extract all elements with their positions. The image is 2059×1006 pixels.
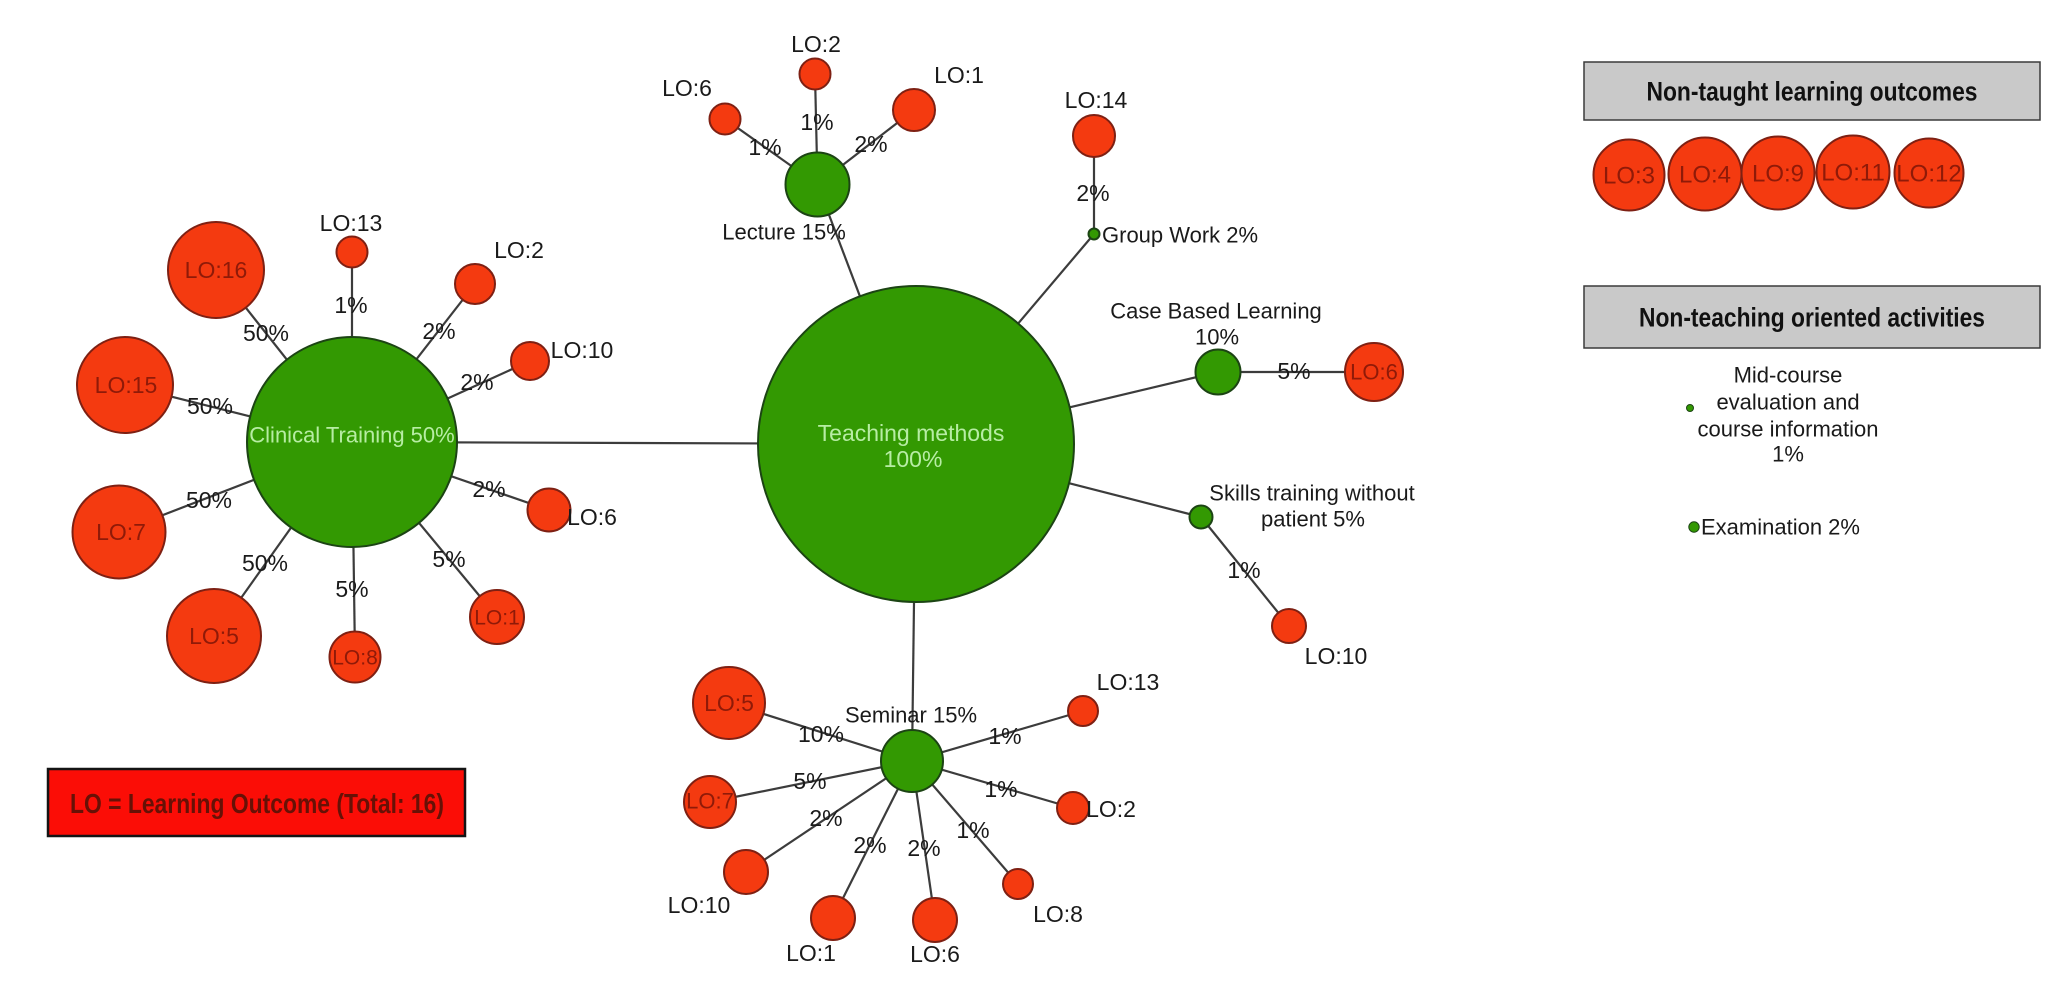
svg-text:LO:6: LO:6 [910, 941, 960, 967]
svg-text:5%: 5% [335, 576, 368, 602]
svg-text:2%: 2% [853, 832, 886, 858]
svg-text:LO:10: LO:10 [668, 892, 731, 918]
svg-text:5%: 5% [432, 546, 465, 572]
svg-text:LO:16: LO:16 [185, 257, 248, 283]
svg-text:evaluation and: evaluation and [1716, 390, 1859, 415]
svg-text:2%: 2% [472, 476, 505, 502]
svg-text:10%: 10% [798, 721, 844, 747]
svg-text:10%: 10% [1195, 325, 1239, 350]
svg-text:LO:5: LO:5 [189, 623, 239, 649]
svg-text:LO:11: LO:11 [1821, 159, 1885, 186]
svg-text:Examination 2%: Examination 2% [1701, 515, 1860, 540]
svg-text:LO:13: LO:13 [320, 210, 383, 236]
svg-text:LO:6: LO:6 [662, 75, 712, 101]
svg-text:2%: 2% [854, 131, 887, 157]
svg-text:LO:13: LO:13 [1097, 669, 1160, 695]
svg-text:LO:6: LO:6 [1350, 360, 1398, 385]
svg-text:LO:7: LO:7 [686, 789, 734, 814]
svg-text:2%: 2% [460, 369, 493, 395]
svg-text:course information: course information [1698, 417, 1879, 442]
svg-text:50%: 50% [243, 320, 289, 346]
svg-text:100%: 100% [884, 446, 943, 472]
svg-text:LO:2: LO:2 [1086, 796, 1136, 822]
svg-text:LO:14: LO:14 [1065, 87, 1128, 113]
svg-text:LO:6: LO:6 [567, 504, 617, 530]
svg-text:1%: 1% [334, 292, 367, 318]
svg-text:1%: 1% [956, 817, 989, 843]
svg-text:LO:10: LO:10 [1305, 643, 1368, 669]
svg-text:LO = Learning Outcome (Total:: LO = Learning Outcome (Total: 16) [70, 788, 444, 819]
svg-text:Clinical Training 50%: Clinical Training 50% [249, 423, 454, 448]
svg-text:LO:5: LO:5 [704, 690, 754, 716]
svg-text:2%: 2% [907, 835, 940, 861]
svg-text:50%: 50% [242, 550, 288, 576]
svg-text:Case Based Learning: Case Based Learning [1110, 299, 1322, 324]
svg-text:LO:2: LO:2 [494, 237, 544, 263]
svg-text:LO:15: LO:15 [95, 372, 158, 398]
svg-text:Group Work 2%: Group Work 2% [1102, 223, 1258, 248]
svg-text:1%: 1% [1227, 557, 1260, 583]
svg-text:50%: 50% [187, 393, 233, 419]
svg-text:LO:9: LO:9 [1752, 160, 1804, 187]
svg-text:LO:4: LO:4 [1679, 161, 1731, 188]
svg-text:LO:1: LO:1 [934, 62, 984, 88]
svg-text:1%: 1% [748, 134, 781, 160]
svg-text:1%: 1% [800, 109, 833, 135]
svg-text:Non-taught learning outcomes: Non-taught learning outcomes [1647, 76, 1978, 106]
svg-text:LO:7: LO:7 [96, 519, 146, 545]
svg-text:LO:2: LO:2 [791, 31, 841, 57]
svg-text:LO:1: LO:1 [474, 606, 520, 629]
svg-text:LO:10: LO:10 [551, 337, 614, 363]
svg-text:1%: 1% [988, 723, 1021, 749]
svg-text:1%: 1% [984, 776, 1017, 802]
svg-text:LO:1: LO:1 [786, 940, 836, 966]
svg-text:patient 5%: patient 5% [1261, 507, 1365, 532]
svg-text:50%: 50% [186, 487, 232, 513]
svg-text:Mid-course: Mid-course [1734, 363, 1843, 388]
svg-text:LO:8: LO:8 [1033, 901, 1083, 927]
svg-text:LO:8: LO:8 [332, 646, 378, 669]
svg-text:2%: 2% [809, 805, 842, 831]
svg-text:Teaching methods: Teaching methods [818, 420, 1005, 446]
svg-text:LO:12: LO:12 [1896, 160, 1961, 187]
svg-text:5%: 5% [1277, 358, 1310, 384]
svg-text:5%: 5% [793, 768, 826, 794]
svg-text:Skills training without: Skills training without [1209, 481, 1414, 506]
svg-text:2%: 2% [1076, 180, 1109, 206]
svg-text:Lecture 15%: Lecture 15% [722, 220, 846, 245]
svg-text:Non-teaching oriented activiti: Non-teaching oriented activities [1639, 302, 1985, 332]
svg-text:LO:3: LO:3 [1603, 162, 1655, 189]
svg-text:1%: 1% [1772, 442, 1804, 467]
svg-text:2%: 2% [422, 318, 455, 344]
svg-text:Seminar 15%: Seminar 15% [845, 703, 977, 728]
